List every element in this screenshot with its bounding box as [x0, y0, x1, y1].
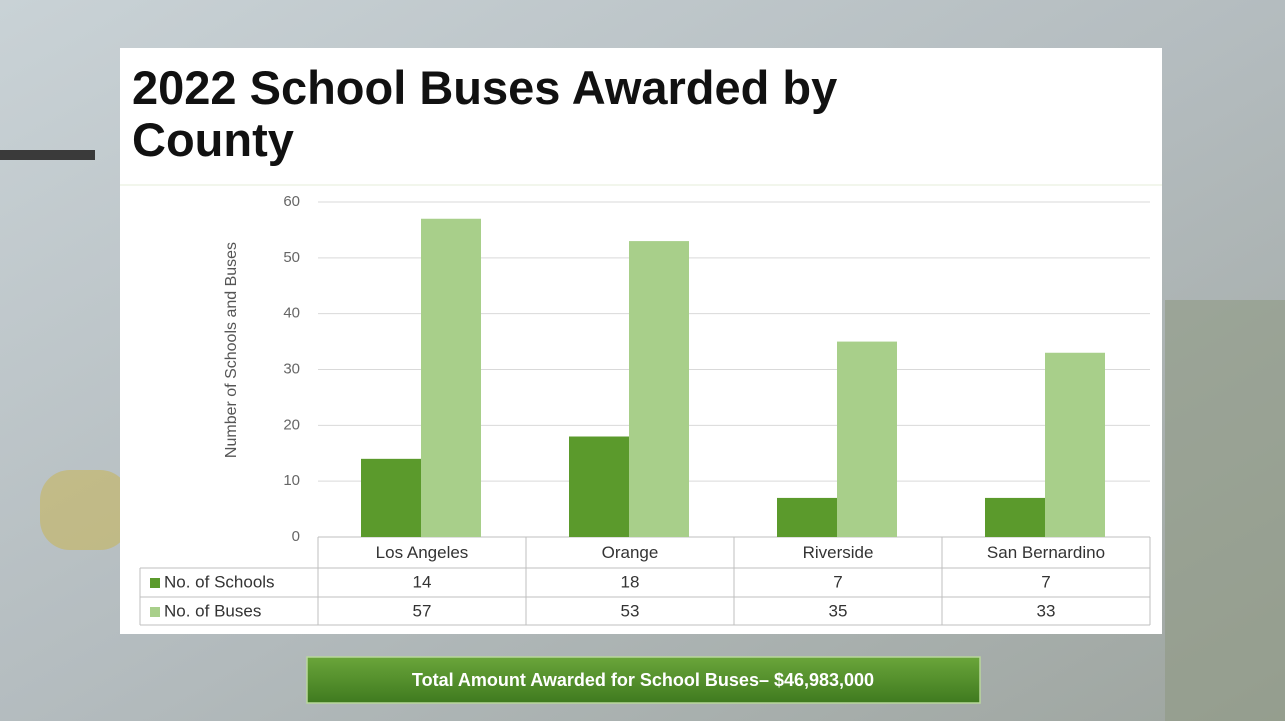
legend-label: No. of Buses [164, 601, 261, 620]
background-bus [40, 470, 130, 550]
y-tick-label: 10 [283, 472, 300, 489]
legend-label: No. of Schools [164, 572, 275, 591]
legend-swatch [150, 578, 160, 588]
y-tick-label: 0 [292, 528, 300, 545]
table-value: 7 [1041, 572, 1050, 591]
y-tick-label: 60 [283, 193, 300, 210]
bar [361, 458, 421, 537]
chart: 0 10 20 30 40 50 60 Los Angeles 14 57 Orange 18 53 Ri… [139, 193, 1151, 626]
table-value: 33 [1037, 601, 1056, 620]
bar [985, 497, 1045, 537]
bar [421, 218, 481, 537]
table-value: 35 [829, 601, 848, 620]
total-banner [306, 656, 981, 704]
total-banner-text: Total Amount Awarded for School Buses– $… [412, 670, 874, 690]
table-value: 57 [413, 601, 432, 620]
y-tick-label: 40 [283, 305, 300, 322]
y-axis-label: Number of Schools and Buses [223, 242, 240, 458]
bar [629, 241, 689, 538]
table-value: 53 [621, 601, 640, 620]
y-tick-label: 30 [283, 360, 300, 377]
bar [837, 341, 897, 537]
bar [777, 497, 837, 537]
accent-bar [0, 150, 95, 160]
x-tick-label: Los Angeles [376, 543, 469, 562]
bar [1045, 352, 1105, 537]
table-value: 7 [833, 572, 842, 591]
y-tick-label: 50 [283, 249, 300, 266]
chart-title: 2022 School Buses Awarded by County [132, 61, 837, 166]
x-tick-label: San Bernardino [987, 543, 1105, 562]
x-tick-label: Riverside [803, 543, 874, 562]
y-tick-label: 20 [283, 416, 300, 433]
bar [569, 436, 629, 537]
background-foliage [1165, 300, 1285, 721]
legend-swatch [150, 607, 160, 617]
table-value: 14 [413, 572, 432, 591]
x-tick-label: Orange [602, 543, 659, 562]
table-value: 18 [621, 572, 640, 591]
